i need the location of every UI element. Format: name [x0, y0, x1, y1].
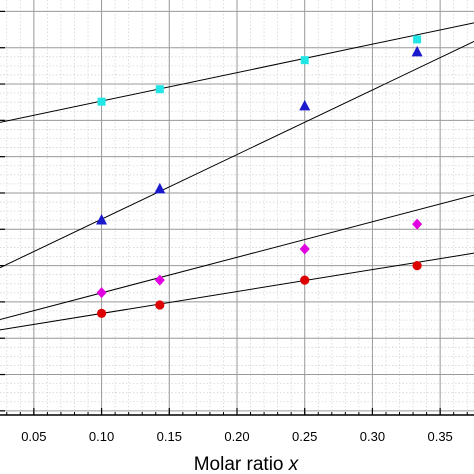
fit-line-square: [0, 22, 474, 123]
fit-lines: [0, 22, 474, 331]
x-tick-label: 0.15: [157, 429, 182, 444]
data-point-square: [413, 35, 422, 44]
data-point-diamond: [412, 218, 423, 230]
data-point-diamond: [154, 274, 165, 286]
data-point-circle: [155, 300, 165, 310]
x-axis-label-variable: x: [288, 454, 300, 474]
x-axis-label: Molar ratio x: [194, 454, 300, 474]
data-point-triangle: [299, 99, 311, 111]
x-tick-label: 0.10: [89, 429, 114, 444]
minor-grid: [0, 0, 474, 415]
data-markers: [96, 35, 423, 318]
fit-line-circle: [0, 252, 474, 331]
data-point-square: [97, 97, 106, 106]
x-tick-label: 0.30: [360, 429, 385, 444]
x-tick-label: 0.05: [21, 429, 46, 444]
x-tick-label: 0.25: [292, 429, 317, 444]
x-tick-labels: 0.05 0.10 0.15 0.20 0.25 0.30 0.35: [21, 429, 453, 444]
data-point-circle: [96, 308, 107, 318]
data-point-diamond: [299, 243, 310, 255]
data-point-circle: [300, 275, 310, 285]
data-point-square: [155, 85, 164, 94]
fit-line-triangle: [0, 41, 474, 269]
axes: [0, 10, 474, 416]
x-tick-label: 0.35: [427, 429, 452, 444]
major-grid: [0, 0, 474, 415]
x-axis-label-text: Molar ratio: [194, 454, 289, 474]
data-point-triangle: [411, 45, 423, 57]
data-point-circle: [412, 261, 422, 271]
fit-line-diamond: [0, 194, 474, 321]
data-point-triangle: [96, 213, 108, 225]
data-point-diamond: [96, 287, 107, 299]
data-point-triangle: [154, 182, 166, 194]
x-tick-label: 0.20: [224, 429, 249, 444]
data-point-square: [300, 56, 309, 65]
